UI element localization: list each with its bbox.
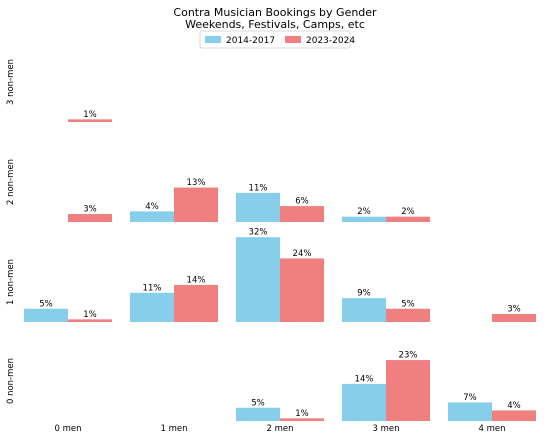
chart-title: Contra Musician Bookings by Gender — [173, 6, 377, 19]
column-label: 3 men — [372, 424, 399, 434]
bar-value-label: 5% — [251, 398, 265, 408]
bar-value-label: 32% — [249, 228, 268, 238]
bar — [342, 383, 386, 421]
bar-value-label: 14% — [355, 374, 374, 384]
legend-label: 2023-2024 — [306, 36, 355, 46]
legend: 2014-2017 2023-2024 — [199, 30, 355, 49]
chart-subtitle: Weekends, Festivals, Camps, etc — [185, 18, 365, 31]
bar — [342, 298, 386, 322]
bar — [448, 402, 492, 421]
bar-value-label: 3% — [83, 205, 97, 215]
bar-value-label: 2% — [357, 207, 371, 217]
column-labels: 0 men 1 men 2 men 3 men 4 men — [54, 424, 505, 434]
bar-value-label: 1% — [295, 409, 309, 419]
row-label: 0 non-men — [6, 358, 16, 404]
bar-value-label: 23% — [399, 351, 418, 361]
bar — [492, 314, 536, 322]
bar — [386, 308, 430, 322]
bar-value-label: 7% — [463, 393, 477, 403]
bar — [342, 216, 386, 222]
bar — [68, 319, 112, 322]
bar — [492, 410, 536, 421]
bar-value-label: 4% — [507, 401, 521, 411]
bar-value-label: 6% — [295, 197, 309, 207]
row-label: 3 non-men — [6, 59, 16, 105]
row-label: 1 non-men — [6, 259, 16, 305]
bar — [130, 211, 174, 222]
bar — [130, 292, 174, 322]
bar — [280, 418, 324, 421]
bar-value-label: 3% — [507, 305, 521, 315]
bar — [24, 308, 68, 322]
row-labels: 3 non-men 2 non-men 1 non-men 0 non-men — [6, 59, 16, 404]
bar — [68, 214, 112, 222]
row-label: 2 non-men — [6, 159, 16, 205]
bar-value-label: 1% — [83, 310, 97, 320]
bar — [280, 206, 324, 222]
bar-value-label: 14% — [187, 275, 206, 285]
bar-value-label: 11% — [143, 283, 162, 293]
bar — [174, 187, 218, 222]
column-label: 4 men — [478, 424, 505, 434]
bar-value-label: 11% — [249, 183, 268, 193]
bar — [68, 119, 112, 122]
legend-box — [199, 30, 351, 49]
bar-value-label: 9% — [357, 289, 371, 299]
column-label: 2 men — [266, 424, 293, 434]
bar-value-label: 13% — [187, 178, 206, 188]
bars: 1% 3% 4% 13% 11% 6% 2% 2% 5% 1% 11% 14% 32% 24% 9% 5% 3%… — [24, 110, 536, 421]
bar — [386, 360, 430, 421]
column-label: 1 men — [160, 424, 187, 434]
legend-swatch — [205, 36, 221, 43]
bar-value-label: 5% — [401, 299, 415, 309]
bar — [236, 192, 280, 222]
bar-value-label: 1% — [83, 110, 97, 120]
bar — [386, 216, 430, 222]
bar-value-label: 24% — [293, 249, 312, 259]
column-label: 0 men — [54, 424, 81, 434]
bar — [174, 284, 218, 322]
bar — [280, 258, 324, 322]
bar — [236, 237, 280, 322]
legend-swatch — [285, 36, 301, 43]
legend-label: 2014-2017 — [226, 36, 275, 46]
bar-value-label: 2% — [401, 207, 415, 217]
bar — [236, 407, 280, 421]
bar-value-label: 4% — [145, 202, 159, 212]
bar-value-label: 5% — [39, 299, 53, 309]
